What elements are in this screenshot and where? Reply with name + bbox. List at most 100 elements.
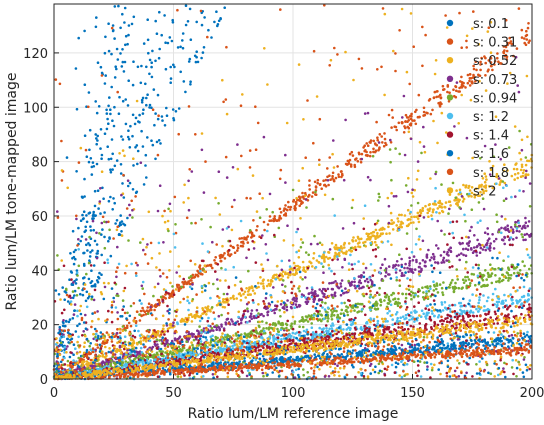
scatter-point-series-5 bbox=[447, 286, 451, 289]
scatter-point-series-1 bbox=[111, 24, 115, 27]
scatter-point-series-6 bbox=[478, 298, 481, 302]
scatter-point-series-4 bbox=[408, 256, 411, 260]
scatter-point-series-2 bbox=[474, 60, 478, 63]
scatter-point-series-4 bbox=[281, 283, 284, 287]
scatter-point-series-3 bbox=[191, 315, 194, 319]
scatter-point-series-4 bbox=[470, 248, 473, 251]
scatter-point-series-4 bbox=[296, 227, 300, 231]
scatter-point-series-4 bbox=[246, 310, 250, 313]
scatter-point-series-5 bbox=[423, 361, 426, 364]
scatter-point-series-4 bbox=[250, 309, 254, 312]
scatter-point-series-2 bbox=[209, 263, 213, 267]
scatter-point-series-6 bbox=[291, 331, 295, 335]
scatter-point-series-3 bbox=[478, 79, 481, 83]
scatter-point-series-5 bbox=[412, 360, 416, 364]
scatter-point-series-3 bbox=[526, 135, 529, 139]
scatter-point-series-2 bbox=[484, 74, 487, 77]
scatter-point-series-5 bbox=[510, 263, 514, 267]
scatter-point-series-5 bbox=[507, 268, 511, 272]
scatter-point-series-4 bbox=[224, 321, 227, 324]
scatter-point-series-3 bbox=[309, 261, 313, 265]
scatter-point-series-6 bbox=[406, 277, 409, 280]
scatter-point-series-4 bbox=[116, 311, 119, 314]
scatter-point-series-4 bbox=[336, 258, 340, 261]
scatter-point-series-5 bbox=[258, 216, 262, 219]
scatter-point-series-4 bbox=[337, 286, 341, 290]
scatter-point-series-2 bbox=[403, 125, 406, 128]
scatter-point-series-1 bbox=[119, 52, 122, 55]
scatter-point-series-2 bbox=[116, 90, 119, 94]
scatter-point-series-5 bbox=[388, 300, 392, 303]
scatter-point-series-4 bbox=[344, 287, 347, 290]
scatter-point-series-5 bbox=[422, 335, 426, 339]
scatter-point-series-3 bbox=[101, 353, 105, 357]
scatter-point-series-2 bbox=[493, 63, 496, 66]
scatter-point-series-3 bbox=[406, 208, 410, 212]
scatter-point-series-5 bbox=[440, 286, 444, 290]
scatter-point-series-2 bbox=[427, 99, 431, 102]
scatter-point-series-6 bbox=[134, 324, 138, 328]
scatter-point-series-6 bbox=[448, 304, 451, 307]
scatter-point-series-3 bbox=[104, 345, 107, 349]
scatter-point-series-3 bbox=[266, 279, 270, 282]
scatter-point-series-4 bbox=[437, 247, 440, 250]
scatter-point-series-5 bbox=[528, 205, 532, 208]
scatter-point-series-5 bbox=[300, 319, 304, 323]
scatter-point-series-5 bbox=[447, 212, 450, 215]
scatter-point-series-3 bbox=[400, 221, 403, 224]
scatter-point-series-2 bbox=[323, 183, 326, 187]
scatter-point-series-3 bbox=[296, 264, 300, 268]
scatter-point-series-1 bbox=[96, 134, 99, 138]
scatter-point-series-1 bbox=[271, 371, 275, 374]
scatter-point-series-6 bbox=[503, 293, 506, 297]
scatter-point-series-2 bbox=[272, 217, 276, 221]
scatter-point-series-6 bbox=[320, 328, 324, 331]
scatter-point-series-4 bbox=[286, 224, 289, 227]
scatter-point-series-1 bbox=[202, 46, 206, 49]
scatter-point-series-6 bbox=[332, 324, 335, 327]
scatter-point-series-6 bbox=[365, 321, 368, 325]
scatter-point-series-2 bbox=[298, 197, 302, 200]
scatter-point-series-4 bbox=[514, 220, 517, 224]
scatter-point-series-1 bbox=[106, 145, 109, 148]
scatter-point-series-4 bbox=[415, 260, 418, 264]
scatter-point-series-5 bbox=[376, 219, 380, 223]
scatter-point-series-6 bbox=[237, 315, 240, 319]
scatter-point-series-2 bbox=[240, 244, 244, 248]
scatter-point-series-3 bbox=[426, 211, 430, 215]
scatter-point-series-3 bbox=[374, 228, 378, 232]
scatter-point-series-2 bbox=[495, 363, 498, 366]
scatter-point-series-1 bbox=[85, 220, 89, 224]
scatter-point-series-2 bbox=[385, 143, 388, 147]
scatter-point-series-1 bbox=[79, 219, 83, 222]
scatter-point-series-6 bbox=[305, 328, 309, 332]
scatter-point-series-2 bbox=[277, 219, 281, 222]
scatter-point-series-6 bbox=[214, 341, 218, 345]
scatter-point-series-6 bbox=[200, 331, 203, 334]
scatter-point-series-3 bbox=[416, 217, 420, 220]
scatter-point-series-5 bbox=[274, 322, 277, 326]
scatter-point-series-1 bbox=[91, 217, 94, 221]
scatter-point-series-3 bbox=[259, 276, 262, 279]
scatter-point-series-5 bbox=[109, 362, 113, 366]
scatter-point-series-6 bbox=[68, 367, 72, 371]
scatter-point-series-2 bbox=[177, 289, 181, 293]
scatter-point-series-2 bbox=[372, 150, 375, 154]
scatter-point-series-6 bbox=[321, 306, 324, 309]
scatter-point-series-1 bbox=[219, 17, 222, 21]
scatter-point-series-1 bbox=[65, 320, 68, 323]
scatter-point-series-1 bbox=[93, 189, 97, 193]
scatter-point-series-3 bbox=[512, 330, 516, 334]
scatter-point-series-2 bbox=[376, 68, 379, 71]
scatter-point-series-2 bbox=[284, 375, 288, 379]
scatter-point-series-4 bbox=[126, 179, 130, 182]
scatter-point-series-5 bbox=[449, 281, 453, 285]
scatter-point-series-4 bbox=[401, 116, 404, 119]
scatter-point-series-2 bbox=[77, 161, 81, 164]
scatter-point-series-4 bbox=[300, 293, 304, 296]
scatter-point-series-1 bbox=[210, 36, 213, 39]
scatter-point-series-2 bbox=[318, 183, 322, 187]
scatter-point-series-6 bbox=[141, 280, 145, 284]
scatter-point-series-1 bbox=[84, 299, 88, 303]
scatter-point-series-1 bbox=[446, 359, 450, 363]
